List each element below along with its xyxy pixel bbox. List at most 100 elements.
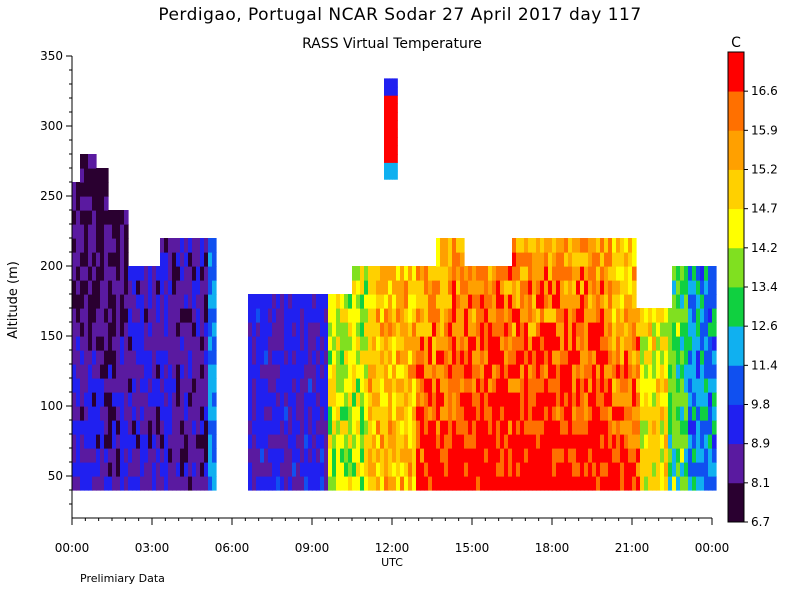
heatmap-cell xyxy=(464,420,469,435)
heatmap-cell xyxy=(256,336,261,351)
heatmap-cell xyxy=(92,350,97,365)
heatmap-cell xyxy=(528,462,533,477)
heatmap-cell xyxy=(624,350,629,365)
heatmap-cell xyxy=(328,392,333,407)
heatmap-cell xyxy=(312,322,317,337)
heatmap-cell xyxy=(340,308,345,323)
heatmap-cell xyxy=(464,336,469,351)
heatmap-cell xyxy=(432,336,437,351)
heatmap-cell xyxy=(368,392,373,407)
heatmap-cell xyxy=(500,434,505,449)
heatmap-cell xyxy=(264,392,269,407)
heatmap-cell xyxy=(584,434,589,449)
heatmap-cell xyxy=(176,392,181,407)
heatmap-cell xyxy=(168,378,173,393)
heatmap-cell xyxy=(324,378,329,393)
heatmap-cell xyxy=(376,322,381,337)
heatmap-cell xyxy=(304,336,309,351)
heatmap-cell xyxy=(652,434,657,449)
heatmap-cell xyxy=(684,364,689,379)
heatmap-cell xyxy=(252,350,257,365)
heatmap-cell xyxy=(168,406,173,421)
heatmap-cell xyxy=(208,434,213,449)
heatmap-cell xyxy=(388,308,393,323)
heatmap-cell xyxy=(596,308,601,323)
heatmap-cell xyxy=(464,378,469,393)
heatmap-cell xyxy=(332,406,337,421)
heatmap-cell xyxy=(308,364,313,379)
heatmap-cell xyxy=(420,378,425,393)
heatmap-cell xyxy=(488,336,493,351)
heatmap-cell xyxy=(284,420,289,435)
heatmap-cell xyxy=(120,420,125,435)
heatmap-cell xyxy=(112,406,117,421)
heatmap-cell xyxy=(664,364,669,379)
heatmap-cell xyxy=(80,476,85,491)
heatmap-cell xyxy=(256,294,261,309)
heatmap-cell xyxy=(136,336,141,351)
heatmap-cell xyxy=(524,378,529,393)
heatmap-cell xyxy=(100,392,105,407)
heatmap-cell xyxy=(388,350,393,365)
heatmap-cell xyxy=(444,350,449,365)
heatmap-cell xyxy=(700,266,705,281)
heatmap-cell xyxy=(712,294,717,309)
heatmap-cell xyxy=(668,434,673,449)
heatmap-cell xyxy=(476,434,481,449)
heatmap-cell xyxy=(300,476,305,491)
heatmap-cell xyxy=(704,350,709,365)
heatmap-cell xyxy=(120,294,125,309)
heatmap-cell xyxy=(192,336,197,351)
heatmap-cell xyxy=(208,266,213,281)
heatmap-cell xyxy=(616,350,621,365)
heatmap-cell xyxy=(92,392,97,407)
heatmap-cell xyxy=(84,196,89,211)
heatmap-cell xyxy=(456,238,461,253)
heatmap-cell xyxy=(316,392,321,407)
heatmap-cell xyxy=(72,294,77,309)
heatmap-cell xyxy=(200,392,205,407)
heatmap-cell xyxy=(104,420,109,435)
heatmap-cell xyxy=(76,280,81,295)
heatmap-cell xyxy=(604,434,609,449)
heatmap-cell xyxy=(692,280,697,295)
heatmap-cell xyxy=(464,392,469,407)
heatmap-cell xyxy=(384,112,388,121)
heatmap-cell xyxy=(344,420,349,435)
heatmap-cell xyxy=(72,364,77,379)
heatmap-cell xyxy=(164,294,169,309)
heatmap-cell xyxy=(384,308,389,323)
heatmap-cell xyxy=(84,364,89,379)
heatmap-cell xyxy=(308,448,313,463)
heatmap-cell xyxy=(520,350,525,365)
heatmap-cell xyxy=(424,378,429,393)
heatmap-cell xyxy=(340,448,345,463)
heatmap-cell xyxy=(100,322,105,337)
heatmap-cell xyxy=(552,462,557,477)
heatmap-cell xyxy=(632,322,637,337)
heatmap-cell xyxy=(312,392,317,407)
heatmap-cell xyxy=(84,448,89,463)
heatmap-cell xyxy=(656,308,661,323)
heatmap-cell xyxy=(516,308,521,323)
heatmap-cell xyxy=(440,336,445,351)
heatmap-cell xyxy=(212,476,217,491)
heatmap-cell xyxy=(352,392,357,407)
heatmap-cell xyxy=(212,238,217,253)
heatmap-cell xyxy=(632,294,637,309)
heatmap-cell xyxy=(572,462,577,477)
heatmap-cell xyxy=(316,476,321,491)
heatmap-cell xyxy=(104,378,109,393)
heatmap-cell xyxy=(404,336,409,351)
heatmap-cell xyxy=(156,364,161,379)
heatmap-cell xyxy=(332,434,337,449)
heatmap-cell xyxy=(176,252,181,267)
heatmap-cell xyxy=(684,420,689,435)
heatmap-cell xyxy=(276,364,281,379)
heatmap-cell xyxy=(436,462,441,477)
heatmap-cell xyxy=(700,406,705,421)
heatmap-cell xyxy=(656,336,661,351)
heatmap-cell xyxy=(580,308,585,323)
heatmap-cell xyxy=(472,406,477,421)
heatmap-cell xyxy=(572,308,577,323)
